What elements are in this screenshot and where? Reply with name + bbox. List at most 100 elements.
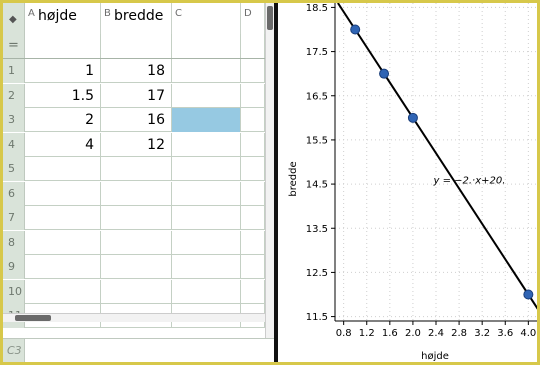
- x-tick-label: 4.0: [520, 328, 536, 339]
- column-letter: C: [175, 8, 182, 19]
- cell-a[interactable]: [25, 279, 101, 304]
- formula-row: =: [3, 34, 274, 59]
- column-header-a[interactable]: A højde: [25, 3, 101, 34]
- formula-cell-a[interactable]: [25, 34, 101, 58]
- cell-c[interactable]: [172, 157, 241, 181]
- row-number[interactable]: 6: [3, 181, 25, 206]
- cell-d[interactable]: [241, 59, 265, 83]
- row-number[interactable]: 2: [3, 83, 25, 108]
- vertical-scrollbar[interactable]: [265, 3, 274, 338]
- data-point[interactable]: [350, 24, 361, 35]
- cell-d[interactable]: [241, 108, 265, 132]
- y-tick-label: 18.5: [306, 3, 328, 14]
- column-header-b[interactable]: B bredde: [101, 3, 172, 34]
- cell-c[interactable]: [172, 181, 241, 206]
- cell-a[interactable]: [25, 181, 101, 206]
- cell-a[interactable]: 1: [25, 59, 101, 83]
- cell-d[interactable]: [241, 132, 265, 157]
- x-tick-label: 3.2: [474, 328, 490, 339]
- data-point[interactable]: [523, 289, 534, 300]
- cell-b[interactable]: 16: [101, 108, 172, 132]
- cell-b[interactable]: 18: [101, 59, 172, 83]
- cell-b[interactable]: [101, 230, 172, 255]
- pane-divider[interactable]: [274, 3, 278, 362]
- row-number[interactable]: 7: [3, 206, 25, 230]
- scrollbar-thumb[interactable]: [267, 6, 273, 30]
- y-tick-label: 13.5: [306, 224, 328, 235]
- cell-c[interactable]: [172, 108, 241, 132]
- cell-reference: C3: [3, 339, 25, 362]
- row-number[interactable]: 3: [3, 108, 25, 132]
- cell-a[interactable]: [25, 157, 101, 181]
- row-number[interactable]: 8: [3, 230, 25, 255]
- cell-d[interactable]: [241, 206, 265, 230]
- scatter-plot[interactable]: 0.8 1.2 1.6 2.0 2.4 2.8 3.2 3.6 4.0 11.5 12.5 13.5 1…: [278, 3, 537, 362]
- column-header-row: ◆ A højde B bredde C D: [3, 3, 274, 35]
- table-row: 3 2 16: [3, 108, 265, 132]
- x-tick-label: 3.6: [497, 328, 513, 339]
- y-tick-label: 12.5: [306, 268, 328, 279]
- cell-reference-bar[interactable]: C3: [3, 338, 274, 362]
- corner-cell[interactable]: ◆: [3, 3, 25, 34]
- column-name: bredde: [114, 8, 164, 24]
- cell-b[interactable]: [101, 279, 172, 304]
- row-number[interactable]: 9: [3, 255, 25, 279]
- cell-c[interactable]: [172, 59, 241, 83]
- cell-b[interactable]: [101, 255, 172, 279]
- cell-a[interactable]: [25, 255, 101, 279]
- cell-a[interactable]: [25, 206, 101, 230]
- cell-b[interactable]: 12: [101, 132, 172, 157]
- formula-cell-c[interactable]: [172, 34, 241, 58]
- x-tick-label: 1.6: [382, 328, 398, 339]
- cell-c[interactable]: [172, 255, 241, 279]
- cell-c[interactable]: [172, 230, 241, 255]
- table-row: 5: [3, 157, 265, 181]
- data-point[interactable]: [407, 112, 418, 123]
- row-number[interactable]: 5: [3, 157, 25, 181]
- cell-b[interactable]: [101, 206, 172, 230]
- cell-d[interactable]: [241, 157, 265, 181]
- x-tick-label: 0.8: [336, 328, 352, 339]
- column-letter: A: [28, 8, 35, 19]
- y-tick-label: 17.5: [306, 47, 328, 58]
- cell-d[interactable]: [241, 279, 265, 304]
- cell-c[interactable]: [172, 279, 241, 304]
- row-number[interactable]: 10: [3, 279, 25, 304]
- spreadsheet: ◆ A højde B bredde C D =: [3, 3, 274, 362]
- x-axis-label: højde: [421, 351, 449, 362]
- table-row: 9: [3, 255, 265, 279]
- cell-c[interactable]: [172, 83, 241, 108]
- column-header-d[interactable]: D: [241, 3, 265, 34]
- table-row: 2 1.5 17: [3, 83, 265, 108]
- cell-a[interactable]: 2: [25, 108, 101, 132]
- cell-c[interactable]: [172, 206, 241, 230]
- formula-cell-d[interactable]: [241, 34, 265, 58]
- y-tick-label: 11.5: [306, 312, 328, 323]
- regression-equation: y = −2.·x+20.: [432, 176, 505, 187]
- data-point[interactable]: [379, 68, 390, 79]
- table-row: 10: [3, 279, 265, 304]
- cell-c[interactable]: [172, 132, 241, 157]
- graph-pane[interactable]: 0.8 1.2 1.6 2.0 2.4 2.8 3.2 3.6 4.0 11.5 12.5 13.5 1…: [278, 3, 537, 362]
- formula-cell-b[interactable]: [101, 34, 172, 58]
- horizontal-scrollbar[interactable]: [3, 313, 265, 322]
- cell-b[interactable]: [101, 157, 172, 181]
- x-tick-label: 1.2: [359, 328, 375, 339]
- scrollbar-thumb[interactable]: [15, 315, 51, 321]
- cell-a[interactable]: 1.5: [25, 83, 101, 108]
- cell-b[interactable]: [101, 181, 172, 206]
- table-row: 7: [3, 206, 265, 230]
- cell-a[interactable]: [25, 230, 101, 255]
- cell-d[interactable]: [241, 83, 265, 108]
- cell-d[interactable]: [241, 181, 265, 206]
- cell-a[interactable]: 4: [25, 132, 101, 157]
- cell-d[interactable]: [241, 230, 265, 255]
- diamond-icon: ◆: [9, 14, 17, 25]
- row-number[interactable]: 4: [3, 132, 25, 157]
- y-tick-label: 14.5: [306, 180, 328, 191]
- regression-line[interactable]: [337, 3, 537, 321]
- row-number[interactable]: 1: [3, 59, 25, 83]
- cell-d[interactable]: [241, 255, 265, 279]
- cell-b[interactable]: 17: [101, 83, 172, 108]
- column-header-c[interactable]: C: [172, 3, 241, 34]
